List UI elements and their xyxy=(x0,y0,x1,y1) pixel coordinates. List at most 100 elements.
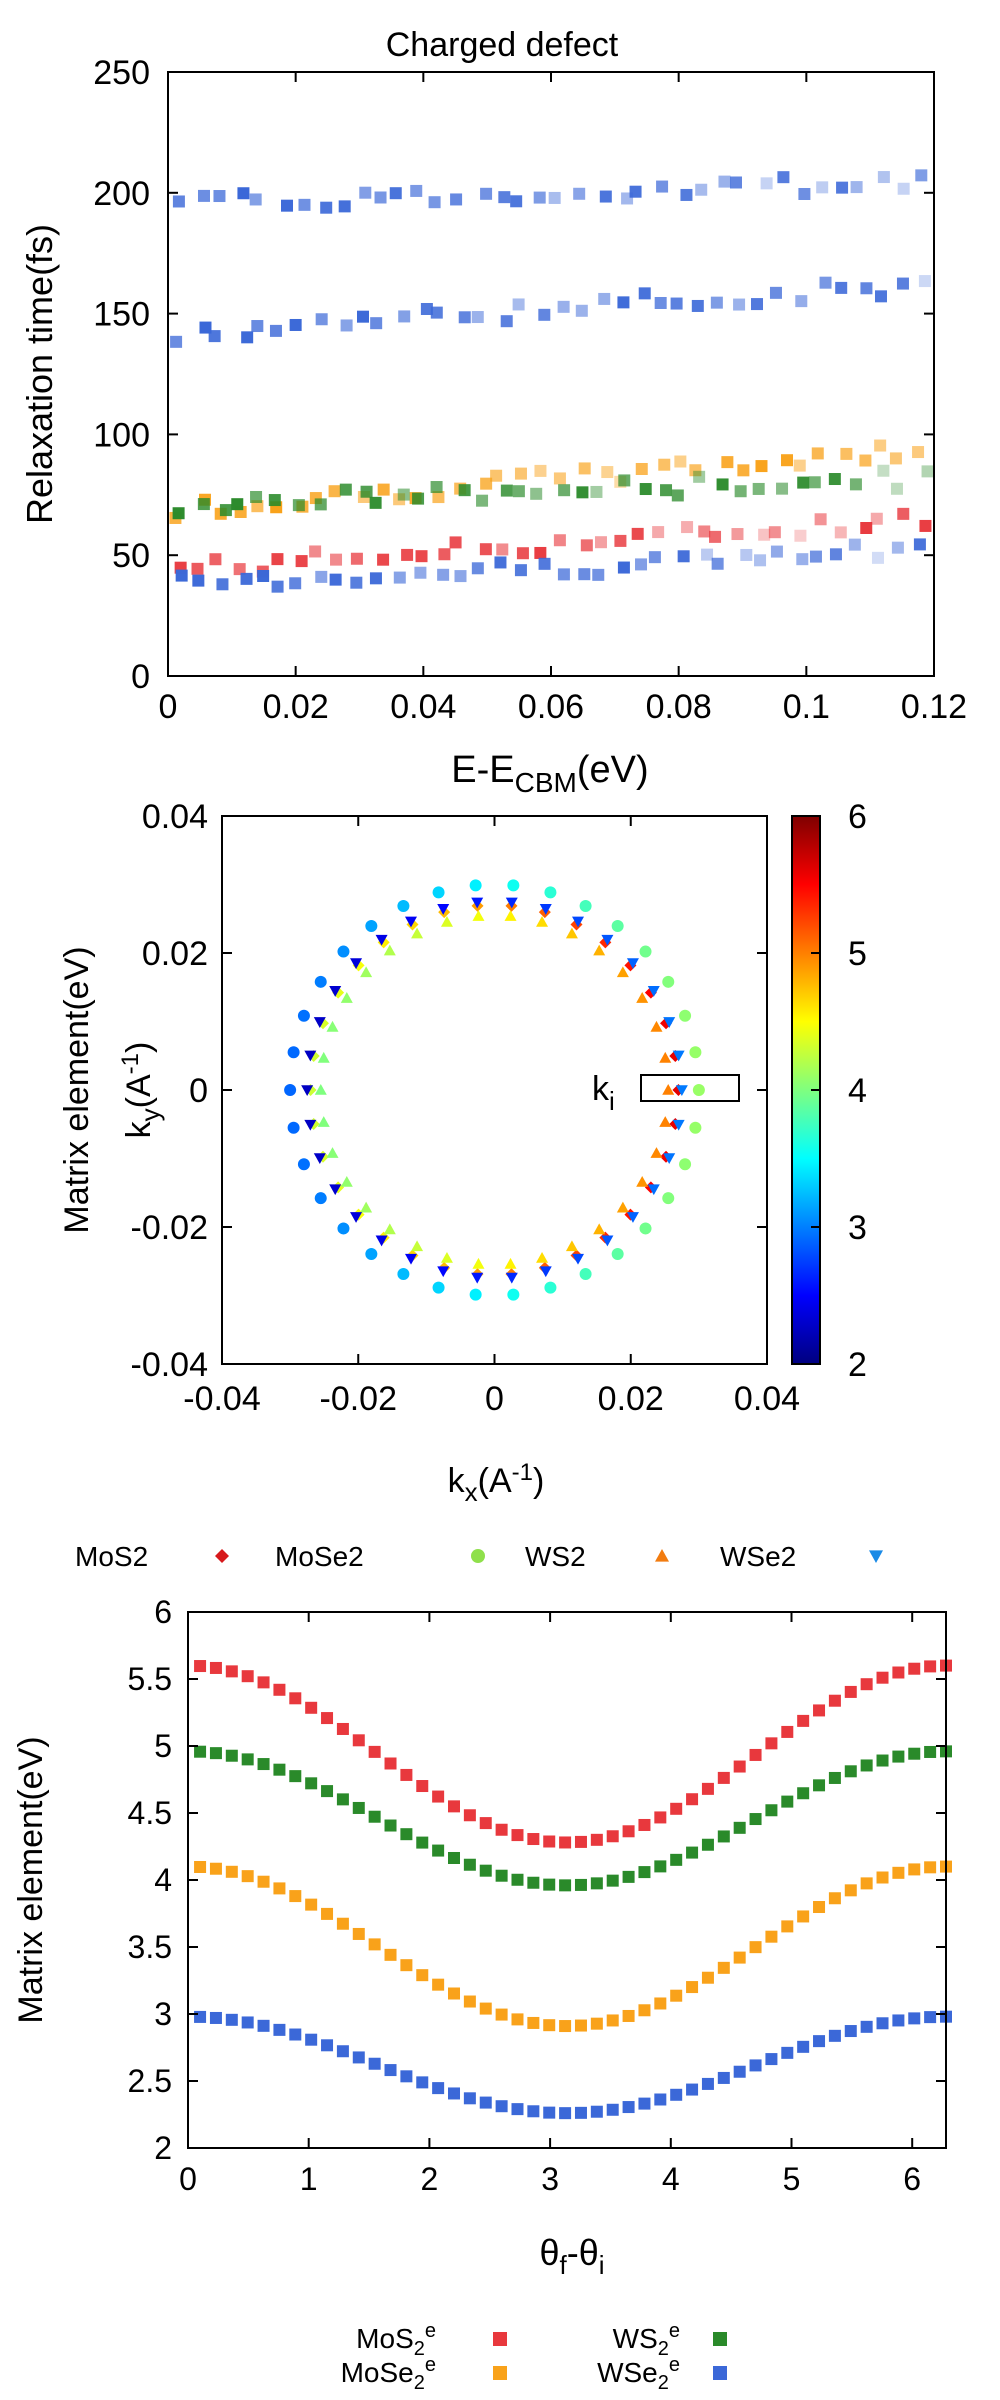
ky-tick-label: -0.04 xyxy=(131,1346,209,1384)
relaxation-point xyxy=(698,525,711,538)
relaxation-point xyxy=(889,452,902,465)
wse2-point xyxy=(675,1085,688,1096)
theta-f-main: θ xyxy=(539,2232,559,2273)
relaxation-point xyxy=(681,521,694,534)
relaxation-point xyxy=(339,483,352,496)
angle-y-ticks: 2 2.5 3 3.5 4 4.5 5 5.5 6 xyxy=(128,1594,946,2166)
kx-label-unit: (A xyxy=(478,1462,512,1500)
relaxation-point xyxy=(350,552,363,565)
relaxation-point xyxy=(458,484,471,497)
relaxation-point xyxy=(617,561,630,574)
relaxation-point xyxy=(454,570,467,583)
relaxation-point xyxy=(530,487,543,500)
relaxation-point xyxy=(816,181,829,194)
angle-point xyxy=(622,1825,635,1838)
angle-point xyxy=(574,2019,587,2032)
ki-label-main: k xyxy=(592,1070,610,1108)
angle-point xyxy=(892,1866,905,1879)
angle-point xyxy=(733,1951,746,1964)
relaxation-point xyxy=(840,447,853,460)
relaxation-point xyxy=(580,539,593,552)
relaxation-point xyxy=(912,446,925,459)
relaxation-point xyxy=(575,304,588,317)
colorbar-tick-label: 2 xyxy=(848,1346,867,1384)
relaxation-point xyxy=(514,564,527,577)
angle-markers xyxy=(194,1659,952,2120)
relaxation-point xyxy=(534,546,547,559)
relaxation-point xyxy=(249,193,262,206)
ws2-point xyxy=(360,966,373,978)
relaxation-point xyxy=(576,486,589,499)
angle-y-tick-label: 4.5 xyxy=(128,1795,172,1831)
theta-i-main: -θ xyxy=(567,2232,599,2273)
relaxation-point xyxy=(808,476,821,489)
legend-base: MoS xyxy=(356,2323,414,2354)
ws2-point xyxy=(504,910,517,921)
relaxation-point xyxy=(558,484,571,497)
angle-point xyxy=(225,1865,238,1878)
ky-label-sub: y xyxy=(135,1108,165,1121)
angle-point xyxy=(781,2046,794,2059)
relaxation-point xyxy=(369,496,382,509)
relaxation-point xyxy=(654,296,667,309)
relaxation-point xyxy=(553,534,566,547)
relaxation-point xyxy=(648,551,661,564)
relaxation-point xyxy=(769,286,782,299)
angle-point xyxy=(527,1876,540,1889)
wse2-point xyxy=(404,916,417,928)
angle-point xyxy=(813,2035,826,2048)
angle-point xyxy=(336,2045,349,2058)
angle-point xyxy=(321,2039,334,2052)
relaxation-point xyxy=(377,553,390,566)
relaxation-point xyxy=(420,302,433,315)
angle-point xyxy=(622,2101,635,2114)
angle-point xyxy=(209,1862,222,1875)
angle-point xyxy=(559,1879,572,1892)
ws2-point xyxy=(340,992,353,1003)
ws2-point xyxy=(593,944,606,956)
angle-point xyxy=(924,1660,937,1673)
relaxation-point xyxy=(360,485,373,498)
relaxation-point xyxy=(432,491,445,504)
angle-point xyxy=(527,1833,540,1846)
relaxation-point xyxy=(241,331,254,344)
angle-point xyxy=(209,1747,222,1760)
angle-point xyxy=(352,1734,365,1747)
relaxation-point xyxy=(891,541,904,554)
angle-legend-label: MoSe2e xyxy=(341,2354,436,2394)
angle-point xyxy=(654,1997,667,2010)
angle-x-axis-label: θf-θi xyxy=(539,2232,604,2280)
relaxation-point xyxy=(172,507,185,520)
angle-point xyxy=(495,2100,508,2113)
relaxation-point xyxy=(755,460,768,473)
wse2-point xyxy=(304,1119,317,1131)
wse2-point xyxy=(647,1184,660,1196)
legend-sup: e xyxy=(669,2354,680,2376)
legend-sub: 2 xyxy=(414,2338,425,2360)
angle-point xyxy=(225,1665,238,1678)
relaxation-point xyxy=(479,543,492,556)
legend-base: WSe xyxy=(597,2357,658,2388)
mose2-point xyxy=(544,1281,557,1294)
wse2-point xyxy=(672,1119,685,1131)
relaxation-point xyxy=(270,501,283,514)
angle-y-axis-label: Matrix element(eV) xyxy=(12,1736,50,2023)
relaxation-point xyxy=(199,321,212,334)
mose2-point xyxy=(679,1158,692,1171)
relaxation-point xyxy=(913,538,926,551)
y-ticks: 0 50 100 150 200 250 xyxy=(93,54,934,696)
angle-x-tick-label: 5 xyxy=(783,2161,801,2197)
ws2-point xyxy=(383,1223,396,1235)
relaxation-point xyxy=(234,505,247,518)
relaxation-point xyxy=(170,335,183,348)
relaxation-point xyxy=(711,557,724,570)
relaxation-point xyxy=(877,464,890,477)
ws2-point xyxy=(659,1116,672,1127)
legend-triangle-up-icon xyxy=(655,1549,669,1562)
angle-y-tick-label: 6 xyxy=(154,1594,172,1630)
angle-point xyxy=(543,1878,556,1891)
angle-point xyxy=(416,1969,429,1982)
ky-tick-label: 0 xyxy=(189,1072,208,1110)
legend-square-icon xyxy=(713,2332,727,2346)
